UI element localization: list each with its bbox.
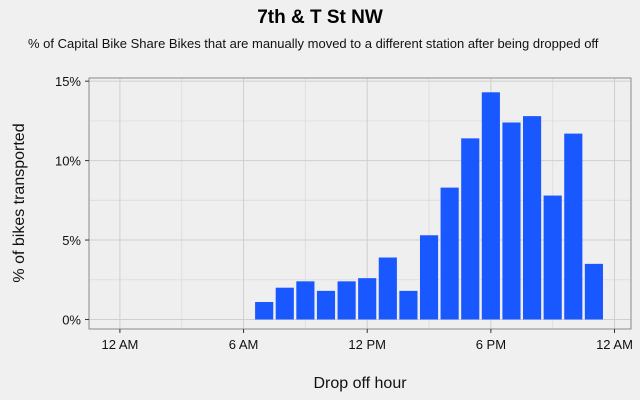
bar-hour-14	[399, 290, 418, 320]
y-tick-label: 5%	[62, 233, 81, 248]
bar-hour-12	[358, 278, 377, 320]
bar-hour-21	[543, 195, 562, 320]
bar-hour-23	[584, 263, 603, 320]
y-tick-label: 15%	[55, 74, 81, 89]
chart-subtitle: % of Capital Bike Share Bikes that are m…	[28, 36, 599, 51]
bar-hour-17	[461, 138, 480, 320]
bar-hour-16	[440, 187, 459, 320]
bar-hour-11	[337, 281, 356, 320]
bar-hour-7	[255, 301, 274, 320]
bar-hour-13	[378, 257, 397, 320]
axes: 12 AM 6 AM 12 PM 6 PM 12 AM 0% 5% 10% 15%	[55, 74, 633, 352]
bar-hour-10	[316, 290, 336, 320]
x-tick-label: 6 PM	[476, 337, 506, 352]
x-tick-label: 12 AM	[101, 337, 138, 352]
y-tick-label: 10%	[55, 154, 81, 169]
bar-hour-20	[523, 116, 542, 320]
bar-hour-19	[502, 122, 521, 320]
bar-hour-22	[564, 133, 583, 320]
x-tick-label: 6 AM	[229, 337, 259, 352]
bar-hour-15	[419, 235, 439, 320]
bar-series	[255, 92, 603, 320]
plot-border	[88, 77, 632, 330]
bar-hour-8	[275, 287, 294, 320]
chart-title: 7th & T St NW	[257, 7, 383, 28]
bar-hour-9	[296, 281, 315, 320]
bar-hour-18	[481, 92, 500, 320]
y-axis-title: % of bikes transported	[11, 123, 28, 282]
x-axis-title: Drop off hour	[313, 375, 407, 392]
x-tick-label: 12 PM	[348, 337, 386, 352]
y-tick-label: 0%	[62, 312, 81, 327]
x-tick-label: 12 AM	[596, 337, 633, 352]
